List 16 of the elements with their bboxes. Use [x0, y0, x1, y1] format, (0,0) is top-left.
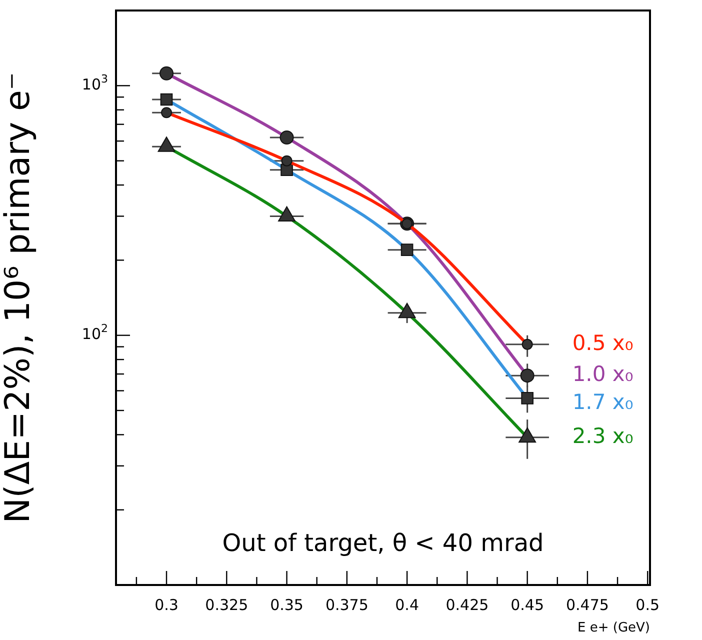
x-tick-label: 0.3 — [154, 596, 178, 614]
annotation: Out of target, θ < 40 mrad — [222, 529, 544, 558]
x-tick-label: 0.325 — [205, 596, 248, 614]
y-axis-title: N(ΔE=2%), 10⁶ primary e⁻ — [0, 72, 38, 524]
x-tick-label: 0.475 — [566, 596, 609, 614]
x-tick-label: 0.45 — [510, 596, 544, 614]
series-label: 1.0 x₀ — [572, 362, 634, 386]
x-tick-label: 0.4 — [395, 596, 419, 614]
x-axis-title: E e+ (GeV) — [578, 620, 650, 636]
series-label: 2.3 x₀ — [572, 424, 634, 448]
series-label: 0.5 x₀ — [572, 330, 634, 355]
series-label: 1.7 x₀ — [572, 390, 634, 414]
x-tick-label: 0.425 — [446, 596, 489, 614]
x-tick-label: 0.5 — [636, 596, 660, 614]
x-tick-label: 0.375 — [325, 596, 368, 614]
x-tick-label: 0.35 — [270, 596, 304, 614]
